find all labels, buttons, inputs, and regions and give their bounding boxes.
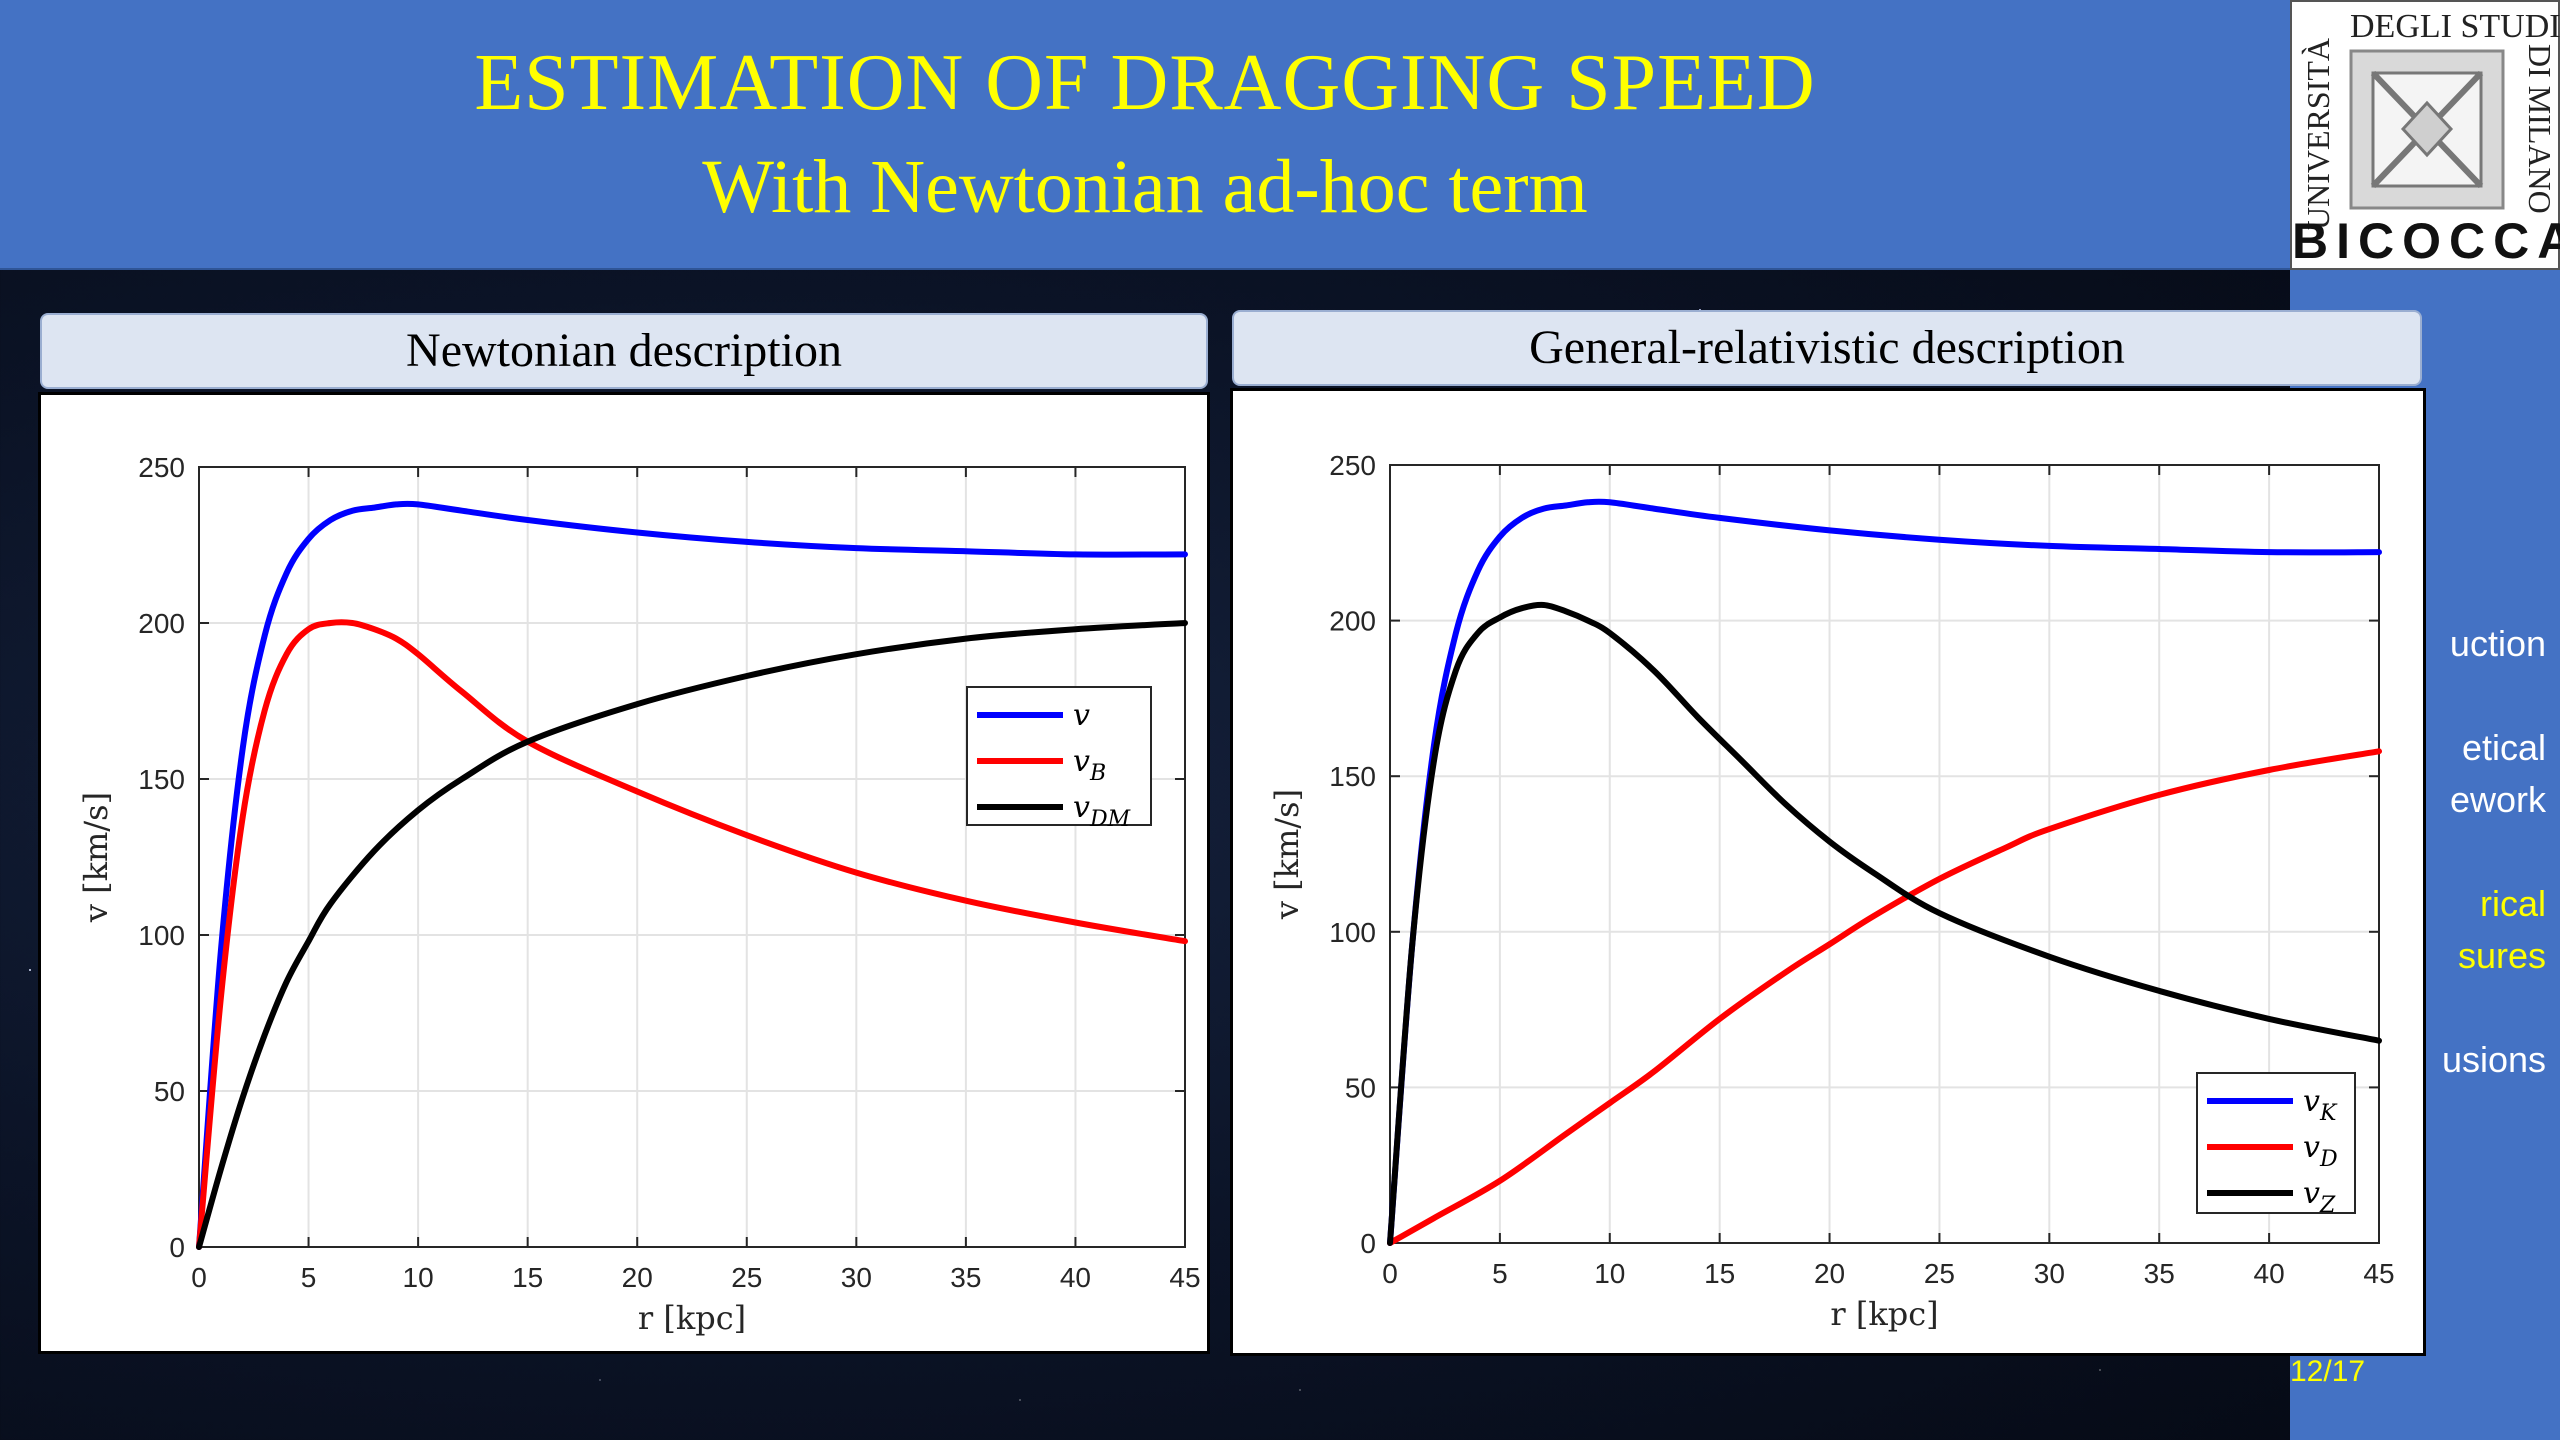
series-line-v-dm bbox=[196, 620, 1188, 1250]
y-tick-label: 50 bbox=[154, 1076, 185, 1107]
legend-entry: vB bbox=[1073, 744, 1106, 786]
x-tick-label: 30 bbox=[841, 1262, 872, 1293]
x-tick-label: 25 bbox=[731, 1262, 762, 1293]
sidebar-item-empirical-measures[interactable]: rical sures bbox=[2458, 878, 2546, 982]
logo-text-bottom: BICOCCA bbox=[2292, 213, 2560, 269]
sidebar-item-conclusions[interactable]: usions bbox=[2442, 1034, 2546, 1086]
sidebar-item-label: usions bbox=[2441, 1039, 2546, 1080]
chart-newtonian: 0 5 10 15 20 25 30 35 40 45 0 50 100 150 200 250 r [kpc]… bbox=[77, 452, 1201, 1337]
x-tick-label: 45 bbox=[2363, 1258, 2394, 1289]
legend-entry: vZ bbox=[2303, 1176, 2336, 1218]
y-axis-label: v [km/s] bbox=[1268, 789, 1306, 920]
x-tick-label: 20 bbox=[1814, 1258, 1845, 1289]
x-axis-label: r [kpc] bbox=[1830, 1295, 1938, 1333]
panel-title-relativistic: General-relativistic description bbox=[1232, 310, 2422, 386]
series-line-v bbox=[196, 500, 1188, 1250]
sidebar-item-label: etical bbox=[2461, 727, 2546, 768]
university-logo: DEGLI STUDI UNIVERSITÀ DI MILANO BICOCCA bbox=[2290, 0, 2560, 270]
x-tick-label: 30 bbox=[2034, 1258, 2065, 1289]
y-tick-label: 100 bbox=[138, 920, 185, 951]
x-tick-label: 0 bbox=[1382, 1258, 1398, 1289]
x-tick-label: 40 bbox=[1060, 1262, 1091, 1293]
x-tick-label: 25 bbox=[1924, 1258, 1955, 1289]
x-tick-label: 15 bbox=[512, 1262, 543, 1293]
logo-text-right: DI MILANO bbox=[2522, 44, 2558, 214]
x-tick-label: 15 bbox=[1704, 1258, 1735, 1289]
y-tick-label: 250 bbox=[1329, 450, 1376, 481]
legend-entry: vK bbox=[2303, 1084, 2338, 1126]
logo-text-left: UNIVERSITÀ bbox=[2300, 38, 2336, 230]
slide-title: ESTIMATION OF DRAGGING SPEED bbox=[474, 39, 1816, 127]
sidebar-item-introduction[interactable]: uction bbox=[2450, 618, 2546, 670]
x-tick-label: 5 bbox=[1492, 1258, 1508, 1289]
x-axis-label: r [kpc] bbox=[638, 1299, 746, 1337]
legend-box bbox=[966, 686, 1152, 826]
sidebar-item-label: uction bbox=[2449, 623, 2546, 664]
series-line-v-z bbox=[1387, 601, 2382, 1246]
slide-header: ESTIMATION OF DRAGGING SPEED With Newton… bbox=[0, 0, 2290, 270]
x-tick-label: 45 bbox=[1169, 1262, 1200, 1293]
x-tick-label: 0 bbox=[191, 1262, 207, 1293]
axes-box bbox=[198, 466, 1186, 1248]
axes-box bbox=[1389, 464, 2380, 1244]
x-tick-label: 5 bbox=[301, 1262, 317, 1293]
x-tick-label: 40 bbox=[2254, 1258, 2285, 1289]
y-axis-label: v [km/s] bbox=[77, 792, 115, 923]
logo-emblem bbox=[2349, 49, 2505, 210]
x-tick-label: 10 bbox=[1594, 1258, 1625, 1289]
x-tick-label: 35 bbox=[950, 1262, 981, 1293]
y-tick-label: 250 bbox=[138, 452, 185, 483]
y-tick-label: 0 bbox=[169, 1232, 185, 1263]
x-tick-label: 20 bbox=[622, 1262, 653, 1293]
sidebar-item-theoretical-framework[interactable]: etical ework bbox=[2450, 722, 2546, 826]
legend-entry: v bbox=[1073, 698, 1090, 733]
panel-title-newtonian: Newtonian description bbox=[40, 313, 1208, 389]
x-tick-label: 10 bbox=[403, 1262, 434, 1293]
y-tick-label: 50 bbox=[1345, 1072, 1376, 1103]
y-tick-label: 150 bbox=[1329, 761, 1376, 792]
sidebar-item-label: ework bbox=[2449, 779, 2546, 820]
y-tick-label: 0 bbox=[1360, 1228, 1376, 1259]
y-tick-label: 100 bbox=[1329, 917, 1376, 948]
series-line-v-d bbox=[1387, 748, 2382, 1246]
legend-entry: vDM bbox=[1073, 790, 1131, 832]
y-tick-label: 200 bbox=[1329, 606, 1376, 637]
chart-relativistic: 0 5 10 15 20 25 30 35 40 45 0 50 100 150 200 250 r [kpc]… bbox=[1268, 450, 2395, 1333]
legend-entry: vD bbox=[2303, 1130, 2338, 1172]
x-tick-label: 35 bbox=[2144, 1258, 2175, 1289]
sidebar-item-label: rical bbox=[2479, 883, 2546, 924]
y-tick-label: 150 bbox=[138, 764, 185, 795]
sidebar-item-label: sures bbox=[2457, 935, 2546, 976]
y-tick-label: 200 bbox=[138, 608, 185, 639]
logo-text-top: DEGLI STUDI bbox=[2350, 8, 2560, 45]
page-number: 12/17 bbox=[2290, 1355, 2366, 1388]
legend-box bbox=[2196, 1072, 2356, 1214]
series-line-v-b bbox=[196, 619, 1188, 1250]
chart-panel-relativistic: 0 5 10 15 20 25 30 35 40 45 0 50 100 150 200 250 r [kpc]… bbox=[1230, 388, 2426, 1356]
chart-panel-newtonian: 0 5 10 15 20 25 30 35 40 45 0 50 100 150 200 250 r [kpc]… bbox=[38, 392, 1210, 1354]
slide-subtitle: With Newtonian ad-hoc term bbox=[702, 145, 1588, 229]
